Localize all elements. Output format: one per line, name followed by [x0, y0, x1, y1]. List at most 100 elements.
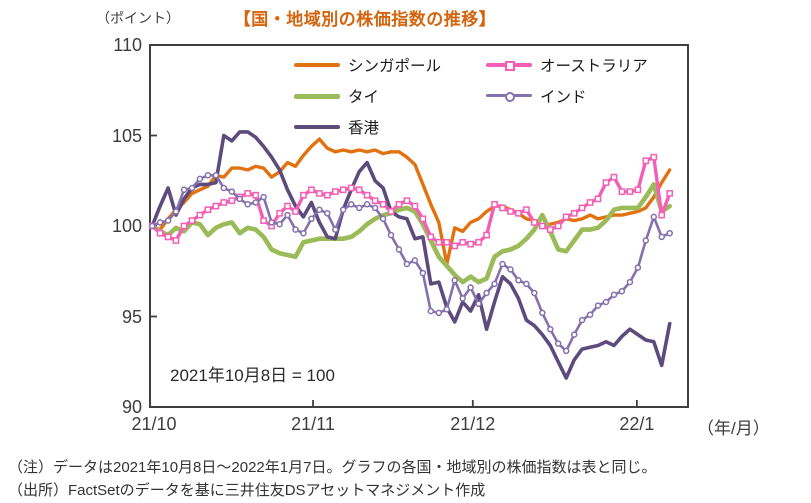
circle-marker	[172, 208, 180, 215]
circle-marker	[562, 347, 570, 355]
square-marker	[323, 191, 331, 199]
circle-marker	[355, 204, 363, 212]
base-date-annotation: 2021年10月8日 = 100	[170, 366, 335, 385]
series-line-hongkong	[150, 130, 672, 380]
circle-marker	[539, 309, 546, 317]
circle-marker	[515, 277, 522, 284]
series-line-singapore	[150, 137, 672, 266]
circle-marker	[499, 260, 506, 268]
legend-line-thailand	[294, 94, 340, 100]
circle-marker	[292, 226, 299, 233]
square-marker	[228, 197, 236, 205]
circle-marker	[547, 325, 554, 333]
legend-item-india: インド	[486, 85, 587, 107]
circle-marker	[658, 233, 665, 241]
circle-marker	[212, 172, 220, 179]
square-marker	[483, 231, 490, 239]
y-axis-unit-label: （ポイント）	[96, 10, 180, 26]
legend-swatch-australia	[486, 57, 532, 73]
circle-marker	[196, 175, 204, 183]
square-marker	[523, 206, 530, 214]
circle-marker	[618, 287, 626, 295]
circle-marker	[395, 246, 403, 253]
circle-marker	[443, 306, 451, 313]
square-marker	[180, 222, 188, 230]
circle-marker	[220, 184, 228, 192]
square-marker	[371, 197, 379, 205]
square-marker	[530, 219, 538, 226]
circle-marker	[483, 289, 490, 297]
square-marker	[427, 233, 435, 241]
footnotes: （注）データは2021年10月8日～2022年1月7日。グラフの各国・地域別の株…	[8, 456, 656, 502]
y-tick-label: 100	[111, 216, 142, 236]
square-marker	[602, 179, 610, 186]
circle-marker	[602, 298, 610, 306]
square-marker	[403, 197, 411, 205]
circle-marker	[324, 210, 331, 217]
square-marker	[292, 208, 299, 215]
plot-border	[149, 44, 689, 408]
square-marker	[252, 191, 260, 199]
circle-marker	[523, 280, 530, 288]
circle-marker	[507, 266, 514, 273]
square-marker	[435, 238, 443, 246]
x-axis-unit-label: （年/月）	[697, 419, 770, 438]
square-marker	[658, 211, 666, 219]
square-marker	[363, 191, 371, 199]
chart-title: 【国・地域別の株価指数の推移】	[233, 10, 497, 29]
legend-swatch-thailand	[294, 88, 340, 104]
circle-marker	[451, 277, 458, 284]
square-marker	[347, 184, 355, 192]
square-marker	[244, 190, 252, 197]
square-marker	[196, 211, 204, 219]
circle-marker	[586, 311, 594, 318]
circle-marker	[642, 237, 650, 244]
circle-marker	[276, 220, 283, 228]
legend-label-hongkong: 香港	[348, 120, 380, 137]
circle-marker	[411, 257, 419, 264]
circle-marker	[475, 300, 482, 308]
circle-marker	[554, 340, 562, 347]
square-marker	[475, 238, 482, 246]
legend-swatch-hongkong	[294, 119, 340, 135]
square-marker	[578, 204, 586, 212]
footnote-source-note: （注）データは2021年10月8日～2022年1月7日。グラフの各国・地域別の株…	[8, 459, 657, 476]
square-marker	[339, 186, 347, 194]
circle-marker	[531, 289, 538, 297]
circle-marker	[666, 229, 673, 237]
legend-label-singapore: シンガポール	[348, 58, 442, 75]
circle-marker	[379, 215, 387, 223]
legend-swatch-singapore	[294, 57, 340, 73]
square-marker	[467, 240, 474, 248]
square-marker	[499, 204, 506, 212]
circle-marker	[148, 222, 156, 230]
square-marker	[618, 188, 626, 195]
legend-item-thailand: タイ	[294, 85, 379, 107]
circle-marker	[156, 219, 164, 226]
square-marker	[538, 222, 546, 230]
legend-circle-marker	[505, 92, 515, 102]
y-tick-label: 95	[121, 306, 142, 327]
square-marker	[411, 202, 419, 210]
circle-marker	[467, 284, 474, 291]
circle-marker	[387, 231, 395, 239]
circle-marker	[347, 201, 355, 208]
circle-marker	[300, 229, 307, 237]
square-marker	[515, 209, 522, 217]
legend-item-hongkong: 香港	[294, 116, 379, 138]
x-tick-label: 21/12	[450, 414, 496, 434]
square-marker	[642, 157, 650, 165]
circle-marker	[252, 199, 259, 206]
square-marker	[308, 186, 315, 194]
square-marker	[666, 190, 674, 197]
square-marker	[586, 199, 594, 206]
legend-swatch-india	[486, 88, 532, 104]
circle-marker	[403, 260, 411, 268]
circle-marker	[236, 195, 243, 203]
footnote-attribution: （出所）FactSetのデータを基に三井住友DSアセットマネジメント作成	[8, 482, 486, 499]
square-marker	[316, 190, 323, 197]
square-marker	[379, 200, 387, 208]
square-marker	[188, 217, 196, 224]
circle-marker	[268, 219, 275, 226]
